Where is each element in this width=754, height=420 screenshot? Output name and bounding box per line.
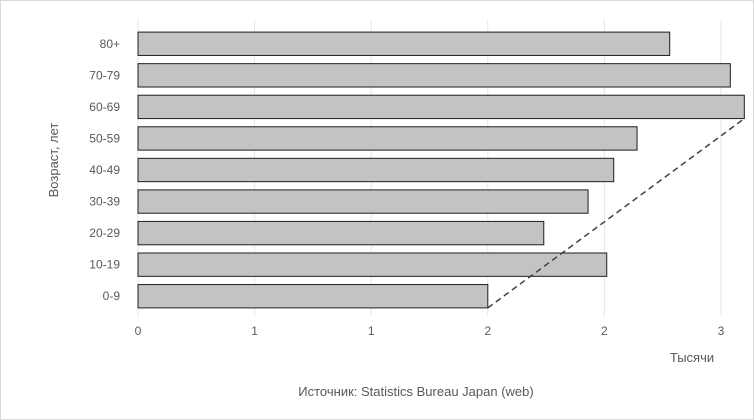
bar-80+ [137, 31, 671, 56]
bar-70-79 [137, 63, 731, 88]
category-axis-labels: 0-9 10-19 20-29 30-39 40-49 50-59 60-69 70-79 80… [89, 37, 120, 303]
source-note: Источник: Statistics Bureau Japan (web) [298, 384, 533, 399]
category-label: 30-39 [89, 195, 120, 209]
x-tick-label: 2 [484, 324, 491, 338]
category-label: 80+ [100, 37, 120, 51]
bar-40-49 [137, 157, 615, 183]
category-label: 10-19 [89, 258, 120, 272]
x-tick-label: 1 [251, 324, 258, 338]
category-label: 60-69 [89, 100, 120, 114]
dashed-trendline [487, 117, 745, 309]
x-axis-title: Тысячи [670, 350, 714, 365]
bar-50-59 [137, 126, 638, 151]
bar-0-9 [137, 284, 489, 309]
x-tick-label: 3 [718, 324, 725, 338]
bar-series [137, 31, 745, 309]
category-label: 0-9 [103, 289, 121, 303]
value-axis-tick-labels: 0 1 1 2 2 3 [135, 324, 725, 338]
y-axis-title: Возраст, лет [46, 123, 61, 198]
category-label: 50-59 [89, 131, 120, 145]
x-tick-label: 1 [368, 324, 375, 338]
bar-60-69 [137, 94, 745, 120]
bar-30-39 [137, 189, 589, 214]
category-label: 40-49 [89, 163, 120, 177]
bar-20-29 [137, 220, 545, 246]
category-label: 70-79 [89, 68, 120, 82]
x-tick-label: 0 [135, 324, 142, 338]
category-label: 20-29 [89, 226, 120, 240]
x-tick-label: 2 [601, 324, 608, 338]
bar-10-19 [137, 252, 608, 277]
